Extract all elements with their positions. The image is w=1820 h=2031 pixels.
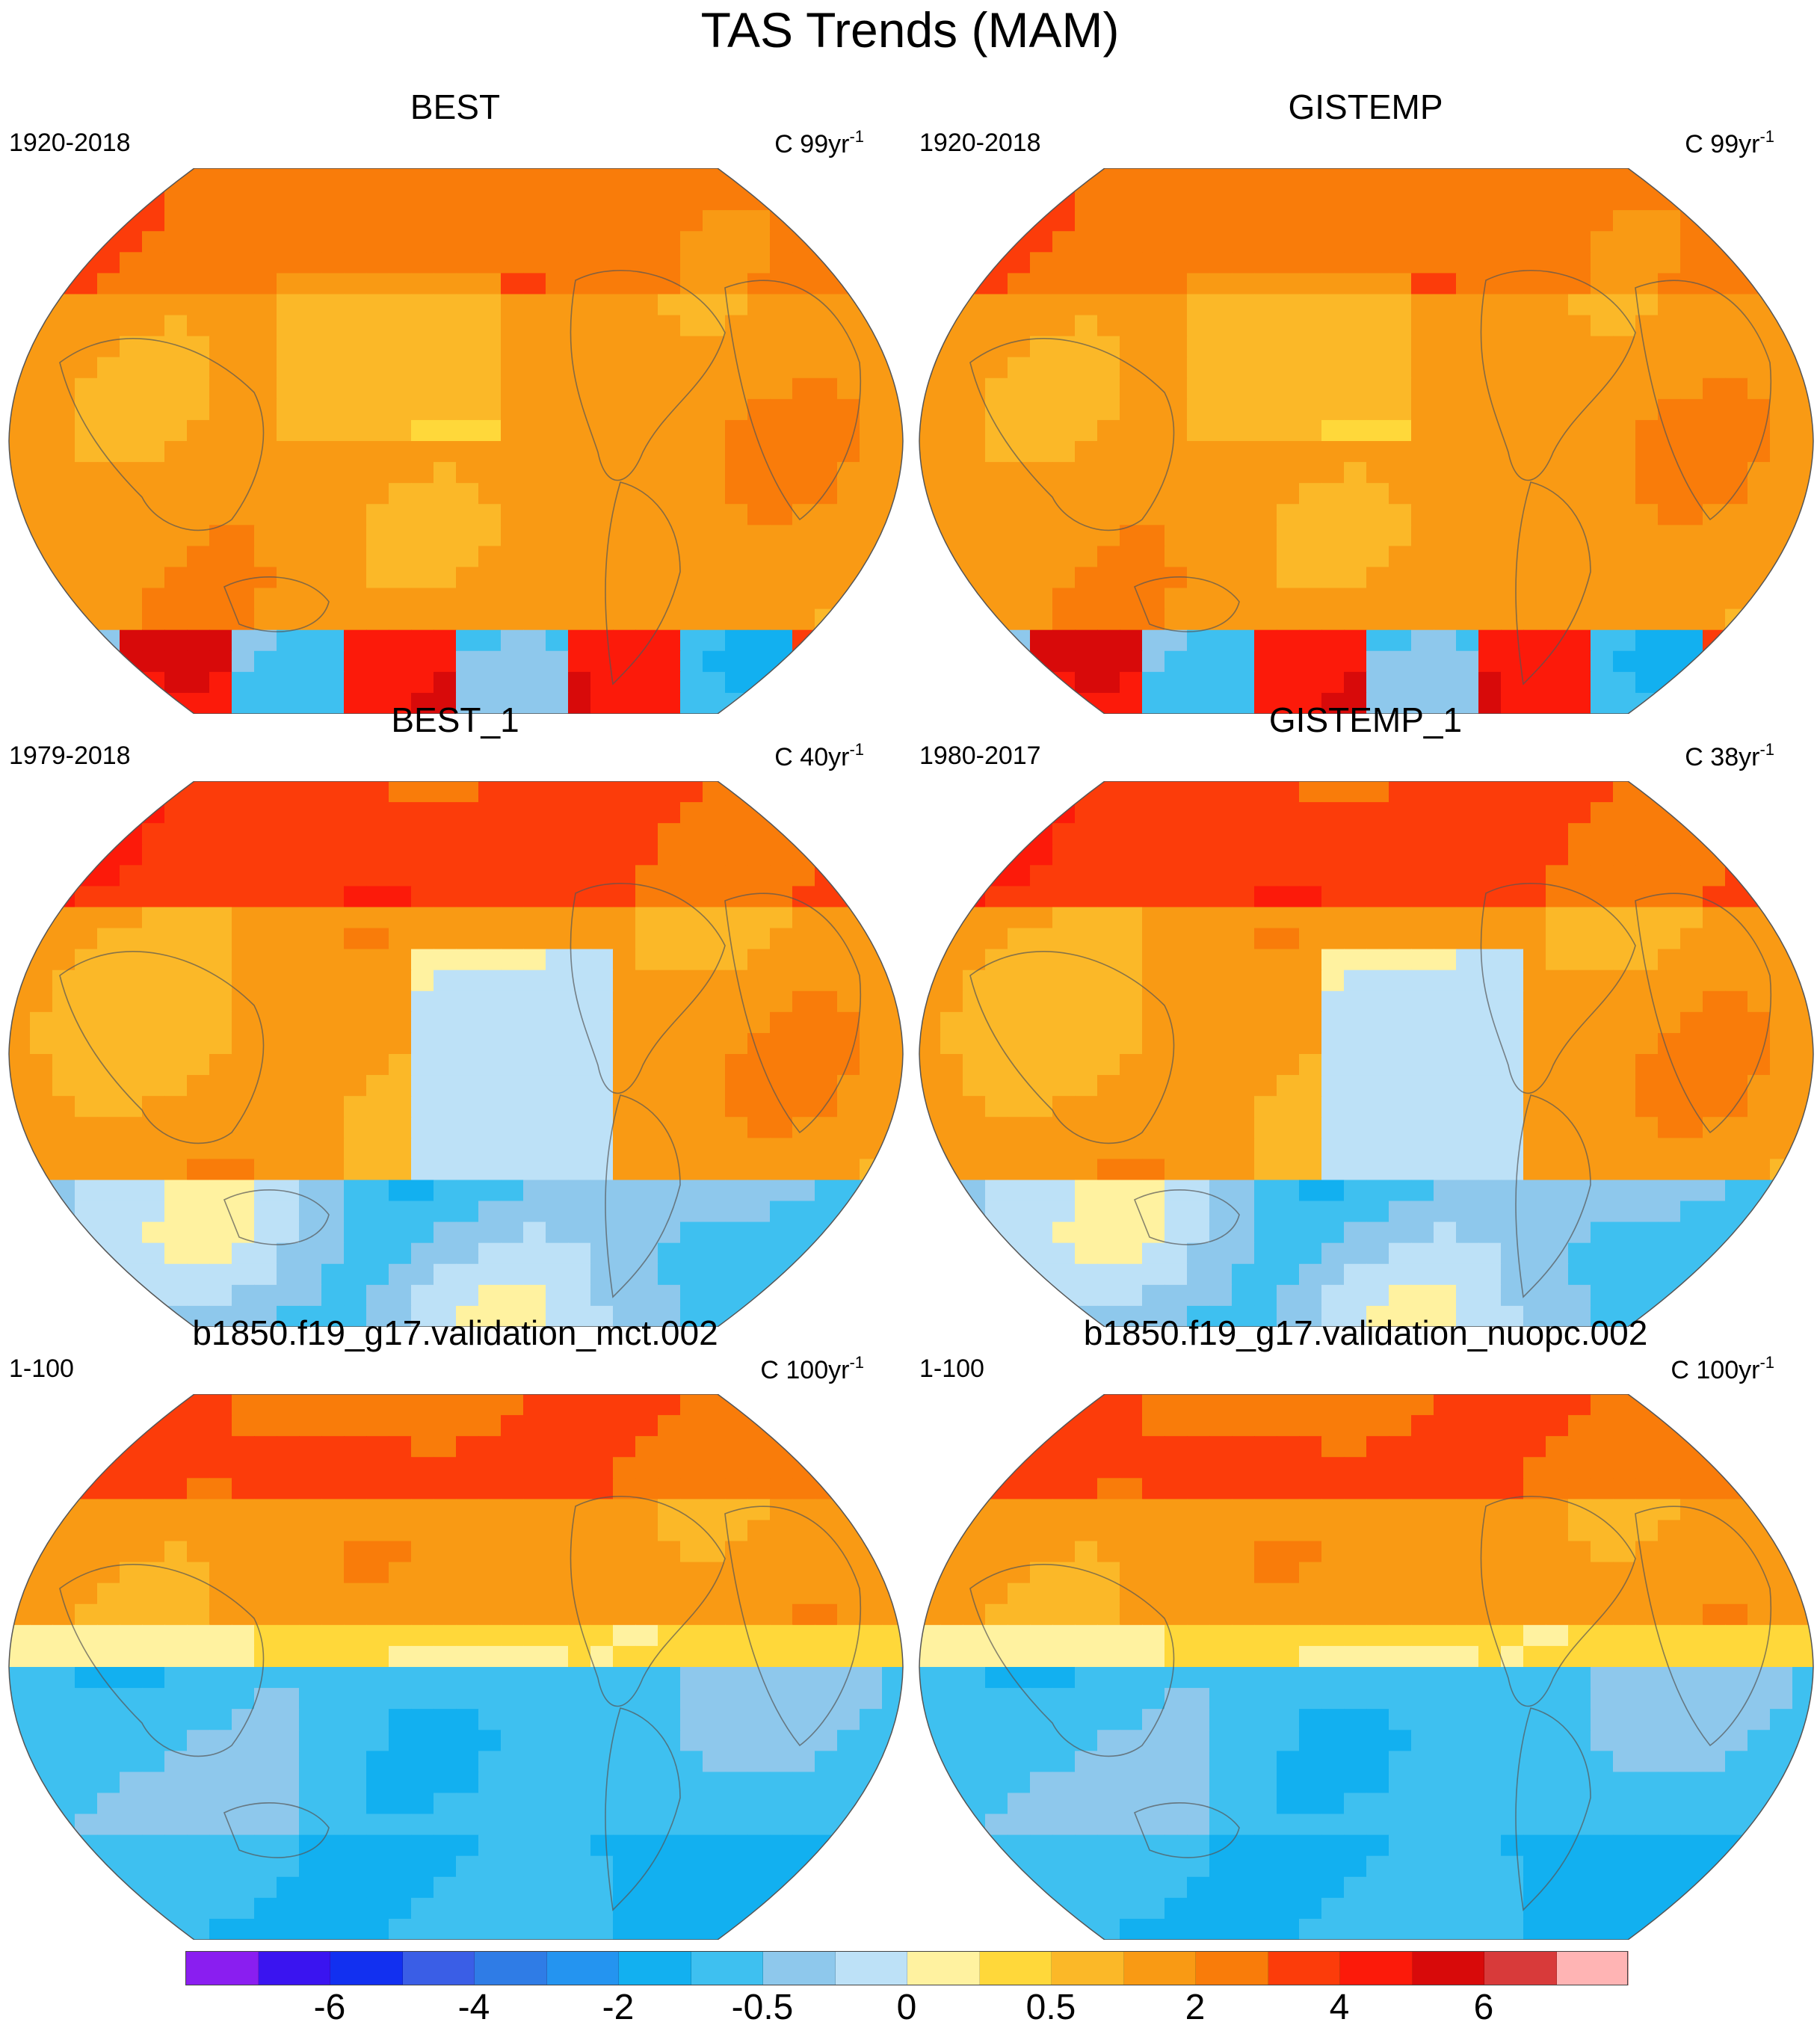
colorbar-tick-label: -4 — [457, 1988, 490, 2027]
colorbar-swatch — [1267, 1951, 1340, 1985]
colorbar-tick-label: -6 — [313, 1988, 346, 2027]
colorbar-swatch — [690, 1951, 763, 1985]
colorbar-swatch — [401, 1951, 475, 1985]
colorbar-swatch — [257, 1951, 330, 1985]
colorbar-swatch — [1123, 1951, 1196, 1985]
colorbar-swatch — [834, 1951, 907, 1985]
map-panel: b1850.f19_g17.validation_nuopc.002 1-100 C… — [910, 1312, 1820, 1940]
colorbar-tick-label: 2 — [1185, 1988, 1206, 2027]
colorbar-swatch — [762, 1951, 836, 1985]
colorbar-tick-label: 4 — [1329, 1988, 1350, 2027]
map-panel: BEST_1 1979-2018 C 40yr-1 — [0, 699, 910, 1327]
panel-title: BEST_1 — [391, 700, 519, 739]
map-panel: GISTEMP_1 1980-2017 C 38yr-1 — [910, 699, 1820, 1327]
colorbar-swatch — [1195, 1951, 1268, 1985]
panel-period: 1-100 — [919, 1354, 984, 1383]
colorbar-swatch — [1555, 1951, 1629, 1985]
panel-period: 1-100 — [9, 1354, 74, 1383]
colorbar-swatch — [1051, 1951, 1124, 1985]
map-panel: GISTEMP 1920-2018 C 99yr-1 — [910, 86, 1820, 714]
panel-units: C 38yr-1 — [1685, 740, 1774, 771]
panel-title: GISTEMP_1 — [1268, 700, 1463, 739]
colorbar-swatch — [330, 1951, 403, 1985]
panel-units: C 99yr-1 — [774, 127, 864, 158]
colorbar-swatch — [1339, 1951, 1413, 1985]
world-map — [919, 168, 1814, 714]
colorbar-swatch — [978, 1951, 1052, 1985]
panel-title: b1850.f19_g17.validation_nuopc.002 — [1083, 1313, 1648, 1352]
panel-title: BEST — [410, 87, 501, 126]
map-panel: b1850.f19_g17.validation_mct.002 1-100 C 1… — [0, 1312, 910, 1940]
world-map — [8, 1394, 904, 1940]
panel-period: 1979-2018 — [9, 742, 131, 770]
world-map — [8, 168, 904, 714]
colorbar-tick-label: -0.5 — [731, 1988, 794, 2027]
panel-period: 1920-2018 — [9, 129, 131, 157]
figure-title: TAS Trends (MAM) — [700, 2, 1120, 58]
colorbar-swatch — [907, 1951, 980, 1985]
colorbar-swatch — [474, 1951, 547, 1985]
colorbar-swatch — [546, 1951, 619, 1985]
panel-period: 1980-2017 — [919, 742, 1041, 770]
panel-units: C 99yr-1 — [1685, 127, 1774, 158]
colorbar-tick-label: 6 — [1473, 1988, 1494, 2027]
panel-units: C 40yr-1 — [774, 740, 864, 771]
panel-units: C 100yr-1 — [1671, 1353, 1774, 1384]
world-map — [919, 781, 1814, 1327]
panel-units: C 100yr-1 — [760, 1353, 864, 1384]
colorbar-swatch — [1484, 1951, 1557, 1985]
panel-period: 1920-2018 — [919, 129, 1041, 157]
world-map — [919, 1394, 1814, 1940]
panel-title: GISTEMP — [1288, 87, 1443, 126]
colorbar-swatch — [618, 1951, 691, 1985]
colorbar-swatch — [1411, 1951, 1484, 1985]
panel-title: b1850.f19_g17.validation_mct.002 — [192, 1313, 718, 1352]
colorbar-tick-label: 0.5 — [1025, 1988, 1076, 2027]
colorbar-swatch — [185, 1951, 259, 1985]
colorbar — [185, 1951, 1629, 1987]
colorbar-tick-label: 0 — [896, 1988, 917, 2027]
map-panel: BEST 1920-2018 C 99yr-1 — [0, 86, 910, 714]
colorbar-tick-label: -2 — [602, 1988, 635, 2027]
world-map — [8, 781, 904, 1327]
